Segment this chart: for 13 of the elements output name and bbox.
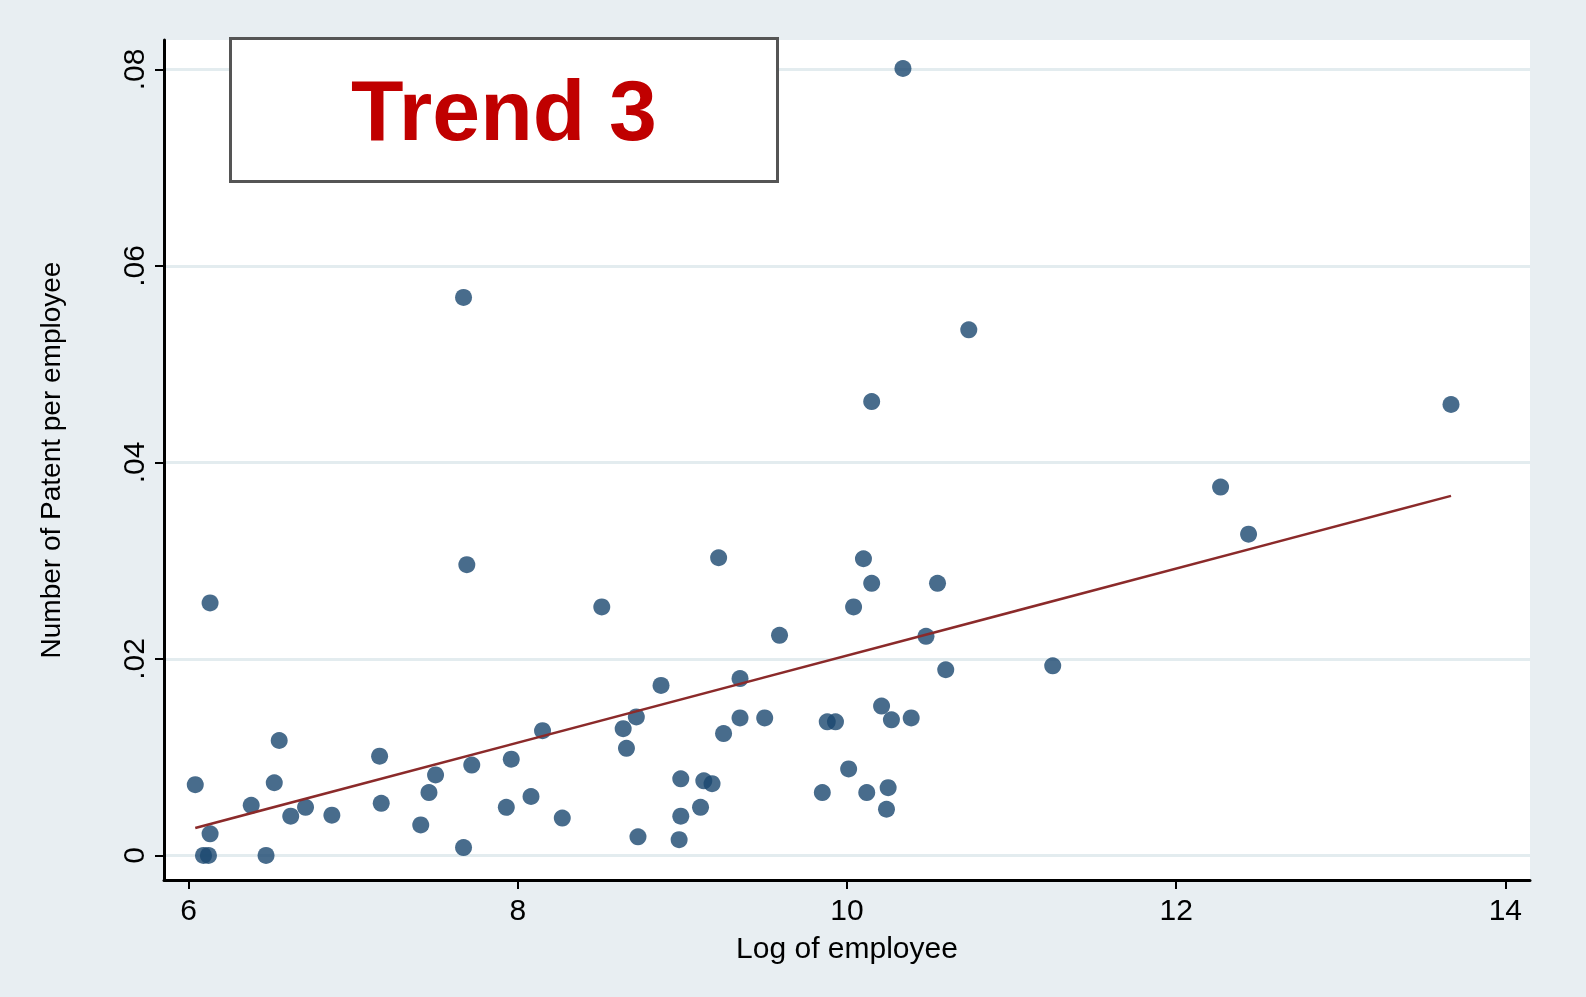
x-tick-label: 10: [830, 892, 864, 926]
x-tick-label: 6: [180, 892, 198, 926]
y-tick-label: .02: [116, 638, 150, 680]
x-tick-label: 14: [1488, 892, 1522, 926]
y-tick-label: .08: [116, 48, 150, 91]
y-tick-label: 0: [116, 847, 150, 864]
x-tick-label: 12: [1159, 892, 1193, 926]
x-tick-label: 8: [509, 892, 527, 926]
y-tick-label: .04: [116, 441, 150, 484]
x-axis-title: Log of employee: [736, 930, 958, 964]
y-tick-label: .06: [116, 245, 150, 287]
y-axis-title: Number of Patent per employee: [34, 261, 66, 659]
annotation: Trend 3: [229, 37, 779, 183]
